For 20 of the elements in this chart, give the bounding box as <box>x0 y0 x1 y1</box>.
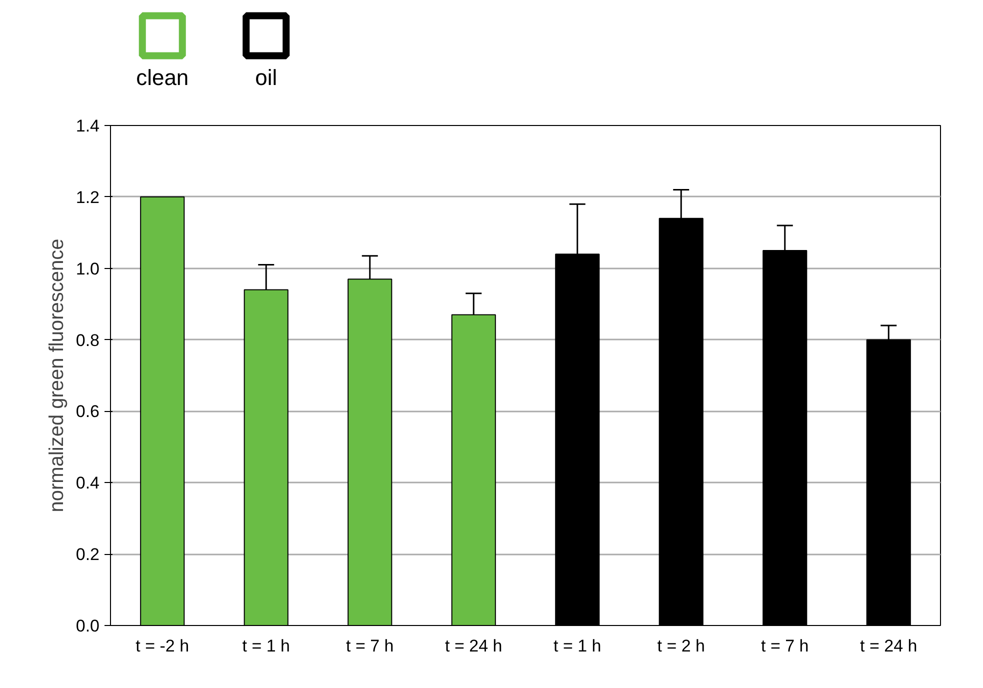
y-tick-label: 1.4 <box>76 116 100 136</box>
x-tick-label: t = 2 h <box>657 636 705 656</box>
x-tick-label: t = -2 h <box>136 636 190 656</box>
y-tick-label: 1.2 <box>76 188 100 207</box>
x-tick-label: t = 24 h <box>445 636 502 656</box>
x-tick-label: t = 7 h <box>761 636 809 656</box>
y-tick-label: 1.0 <box>76 259 100 278</box>
y-tick-label: 0.2 <box>76 545 100 564</box>
legend-label: clean <box>136 65 189 90</box>
legend-label: oil <box>255 65 278 90</box>
x-tick-label: t = 1 h <box>242 636 290 656</box>
y-tick-label: 0.4 <box>76 474 100 493</box>
x-tick-label: t = 7 h <box>346 636 394 656</box>
x-tick-label: t = 24 h <box>860 636 918 656</box>
y-tick-label: 0.6 <box>76 402 100 422</box>
bar <box>140 196 185 626</box>
y-tick-label: 0.8 <box>76 330 100 350</box>
y-axis-title: normalized green fluorescence <box>46 238 68 512</box>
y-tick-label: 0.0 <box>76 616 100 636</box>
x-tick-label: t = 1 h <box>554 636 602 656</box>
